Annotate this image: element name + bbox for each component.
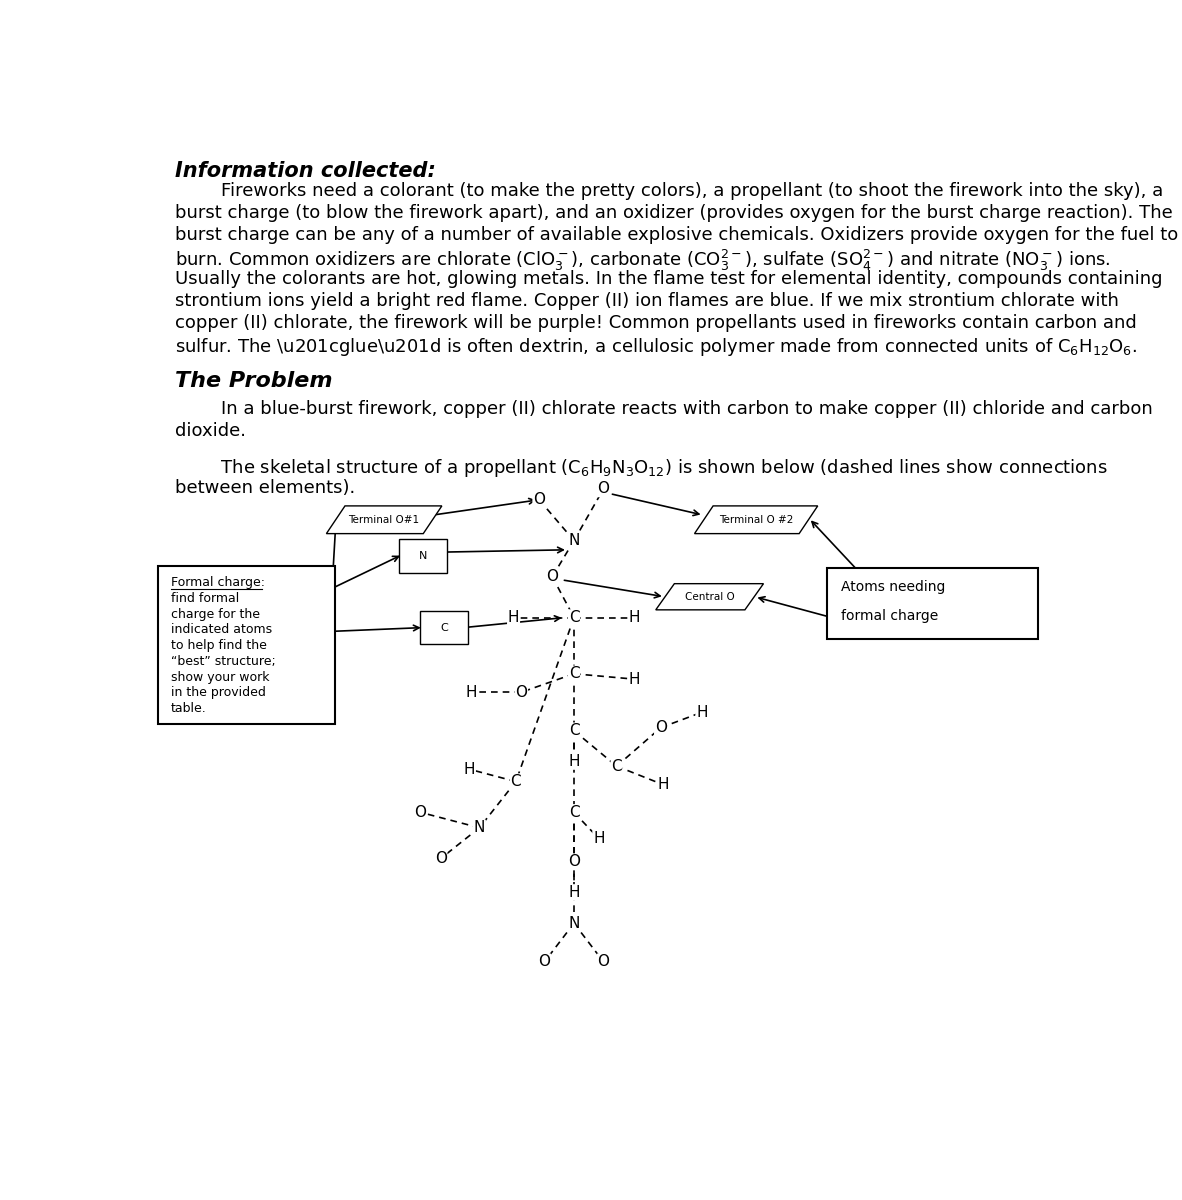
Text: C: C — [440, 623, 448, 632]
Text: H: H — [629, 610, 641, 625]
Text: O: O — [539, 954, 551, 970]
Text: to help find the: to help find the — [171, 640, 267, 652]
Text: in the provided: in the provided — [171, 686, 266, 700]
Text: O: O — [515, 685, 527, 700]
Text: H: H — [657, 778, 669, 792]
Text: Atoms needing: Atoms needing — [840, 580, 944, 594]
Text: O: O — [597, 954, 610, 970]
Text: H: H — [696, 704, 708, 720]
Text: O: O — [569, 854, 580, 869]
Text: O: O — [655, 720, 667, 736]
Text: indicated atoms: indicated atoms — [171, 623, 272, 636]
Text: C: C — [569, 666, 579, 682]
Text: O: O — [546, 569, 558, 584]
Text: Terminal O#1: Terminal O#1 — [349, 515, 420, 524]
Text: H: H — [569, 884, 579, 900]
Text: O: O — [533, 492, 545, 508]
FancyBboxPatch shape — [420, 611, 468, 644]
Text: Terminal O #2: Terminal O #2 — [719, 515, 793, 524]
FancyBboxPatch shape — [827, 569, 1038, 640]
Text: N: N — [569, 533, 579, 548]
Text: Information collected:: Information collected: — [175, 161, 436, 181]
Polygon shape — [695, 506, 818, 534]
Polygon shape — [326, 506, 442, 534]
FancyBboxPatch shape — [398, 539, 447, 572]
Text: table.: table. — [171, 702, 207, 715]
Text: burn. Common oxidizers are chlorate (ClO$_3^-$), carbonate (CO$_3^{2-}$), sulfat: burn. Common oxidizers are chlorate (ClO… — [175, 248, 1110, 274]
Text: Usually the colorants are hot, glowing metals. In the flame test for elemental i: Usually the colorants are hot, glowing m… — [175, 270, 1162, 288]
Text: formal charge: formal charge — [840, 610, 937, 623]
Text: between elements).: between elements). — [175, 479, 355, 497]
Text: C: C — [611, 758, 622, 774]
Text: C: C — [569, 805, 579, 820]
Text: H: H — [569, 754, 579, 769]
Text: strontium ions yield a bright red flame. Copper (II) ion flames are blue. If we : strontium ions yield a bright red flame.… — [175, 293, 1118, 311]
Text: The skeletal structure of a propellant (C$_6$H$_9$N$_3$O$_{12}$) is shown below : The skeletal structure of a propellant (… — [175, 457, 1108, 479]
Text: C: C — [569, 610, 579, 625]
Text: H: H — [629, 672, 641, 686]
Text: H: H — [508, 610, 519, 625]
Text: H: H — [466, 685, 478, 700]
FancyBboxPatch shape — [158, 566, 335, 724]
Text: Formal charge:: Formal charge: — [171, 576, 265, 589]
Text: The Problem: The Problem — [175, 371, 332, 391]
Text: Central O: Central O — [684, 592, 734, 601]
Text: burst charge (to blow the firework apart), and an oxidizer (provides oxygen for : burst charge (to blow the firework apart… — [175, 204, 1173, 222]
Text: sulfur. The \u201cglue\u201d is often dextrin, a cellulosic polymer made from co: sulfur. The \u201cglue\u201d is often de… — [175, 336, 1137, 358]
Text: burst charge can be any of a number of available explosive chemicals. Oxidizers : burst charge can be any of a number of a… — [175, 227, 1178, 245]
Text: N: N — [569, 916, 579, 931]
Text: H: H — [463, 762, 475, 776]
Text: In a blue-burst firework, copper (II) chlorate reacts with carbon to make copper: In a blue-burst firework, copper (II) ch… — [175, 400, 1152, 418]
Text: C: C — [511, 774, 521, 790]
Text: show your work: show your work — [171, 671, 269, 684]
Text: N: N — [418, 551, 427, 560]
Text: find formal: find formal — [171, 592, 239, 605]
Text: O: O — [435, 851, 447, 866]
Text: O: O — [597, 481, 610, 497]
Text: charge for the: charge for the — [171, 607, 260, 620]
Polygon shape — [656, 583, 764, 610]
Text: “best” structure;: “best” structure; — [171, 655, 275, 668]
Text: N: N — [474, 821, 485, 835]
Text: copper (II) chlorate, the firework will be purple! Common propellants used in fi: copper (II) chlorate, the firework will … — [175, 314, 1137, 332]
Text: C: C — [569, 724, 579, 738]
Text: O: O — [415, 805, 427, 820]
Text: H: H — [593, 832, 604, 846]
Text: Fireworks need a colorant (to make the pretty colors), a propellant (to shoot th: Fireworks need a colorant (to make the p… — [175, 182, 1163, 200]
Text: dioxide.: dioxide. — [175, 421, 246, 439]
